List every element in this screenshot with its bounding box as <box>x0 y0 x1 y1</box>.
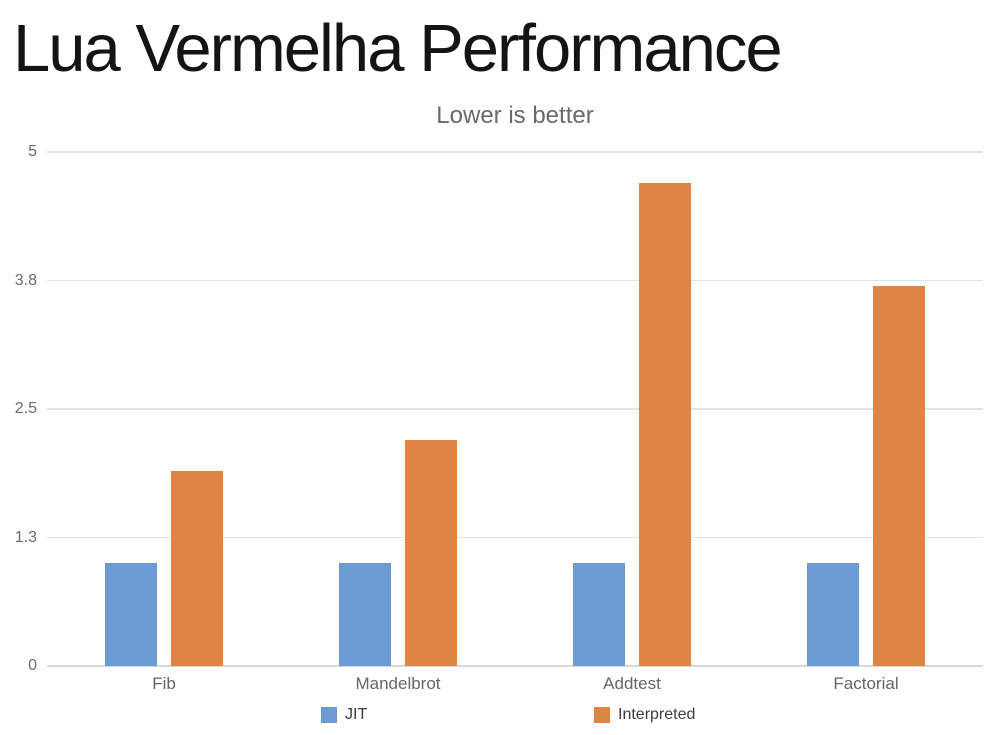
y-tick-label: 5 <box>28 143 37 160</box>
gridline <box>47 151 983 153</box>
category-label: Mandelbrot <box>355 674 441 693</box>
bar-jit-addtest <box>573 563 625 666</box>
category-label: Fib <box>152 674 176 693</box>
legend-swatch-jit <box>321 707 337 723</box>
gridline <box>47 408 983 410</box>
y-tick-label: 3.8 <box>14 271 37 289</box>
legend-swatch-interpreted <box>594 707 610 723</box>
legend-label-interpreted: Interpreted <box>618 706 696 723</box>
bar-interpreted-addtest <box>639 182 691 666</box>
chart-subtitle: Lower is better <box>436 102 594 129</box>
category-label: Addtest <box>603 674 661 693</box>
y-tick-label: 1.3 <box>14 528 37 546</box>
bar-interpreted-factorial <box>873 285 925 666</box>
bar-jit-fib <box>105 563 157 666</box>
chart-title: Lua Vermelha Performance <box>13 11 783 86</box>
legend-item-jit: JIT <box>321 706 367 724</box>
legend-item-interpreted: Interpreted <box>594 706 695 724</box>
legend-label-jit: JIT <box>345 706 368 723</box>
gridline <box>47 665 983 667</box>
bar-interpreted-fib <box>171 470 223 666</box>
category-label: Factorial <box>833 674 899 693</box>
bar-jit-mandelbrot <box>339 563 391 666</box>
gridline <box>47 536 983 539</box>
bar-jit-factorial <box>807 563 859 666</box>
y-tick-label: 2.5 <box>14 400 37 417</box>
gridline <box>47 279 983 282</box>
bar-interpreted-mandelbrot <box>405 439 457 666</box>
y-tick-label: 0 <box>28 657 37 674</box>
